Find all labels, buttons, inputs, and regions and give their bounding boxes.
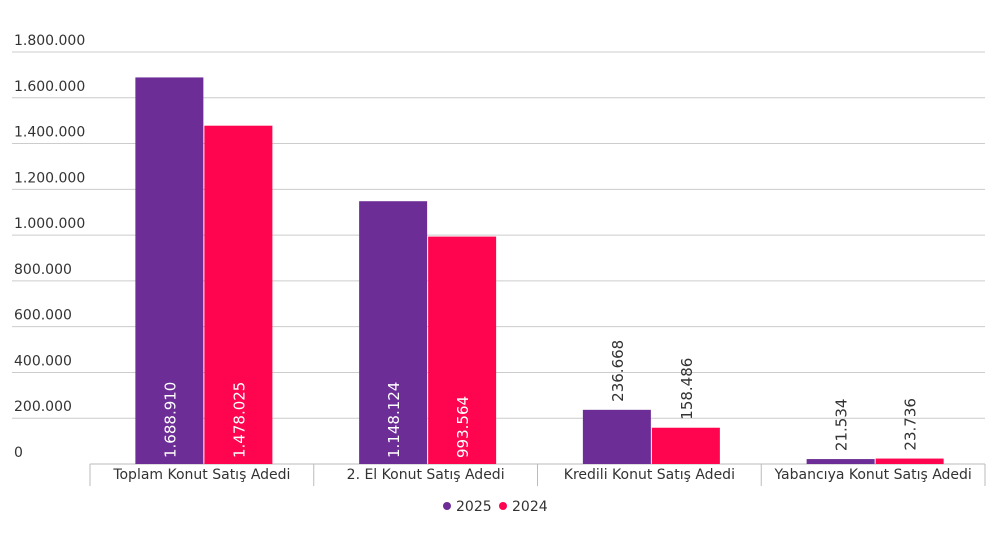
x-category-label: Kredili Konut Satış Adedi	[564, 467, 735, 483]
bar-2024	[428, 236, 497, 464]
legend-label: 2025	[456, 499, 492, 515]
data-label: 1.688.910	[161, 382, 179, 458]
y-tick-label: 200.000	[14, 399, 72, 415]
data-label: 23.736	[902, 398, 920, 451]
x-category-label: 2. El Konut Satış Adedi	[347, 467, 505, 483]
y-tick-label: 1.600.000	[14, 79, 85, 95]
data-label: 236.668	[609, 340, 627, 402]
data-label: 158.486	[678, 358, 696, 420]
y-tick-label: 1.400.000	[14, 125, 85, 141]
bar-2025	[582, 409, 651, 464]
bars: 1.688.910 1.478.025 1.148.124 993.564 236.66…	[135, 77, 944, 465]
y-tick-label: 0	[14, 445, 23, 461]
y-tick-label: 400.000	[14, 353, 72, 369]
bar-2025	[135, 77, 204, 464]
bar-2025	[806, 459, 875, 464]
bar-2024	[875, 458, 944, 464]
legend-label: 2024	[512, 499, 548, 515]
y-tick-label: 1.200.000	[14, 170, 85, 186]
y-tick-label: 1.800.000	[14, 33, 85, 49]
legend-marker-2024	[499, 502, 507, 510]
bar-2024	[204, 125, 273, 464]
data-label: 21.534	[833, 399, 851, 452]
data-label: 1.478.025	[230, 382, 248, 458]
legend-marker-2025	[443, 502, 451, 510]
x-category-label: Toplam Konut Satış Adedi	[112, 467, 290, 483]
data-label: 1.148.124	[385, 382, 403, 458]
y-tick-label: 600.000	[14, 308, 72, 324]
category-labels: Toplam Konut Satış Adedi 2. El Konut Satı…	[112, 467, 972, 483]
y-tick-label: 1.000.000	[14, 216, 85, 232]
y-tick-label: 800.000	[14, 262, 72, 278]
x-category-label: Yabancıya Konut Satış Adedi	[773, 467, 971, 483]
legend: 2025 2024	[443, 499, 548, 515]
bar-2024	[651, 427, 720, 464]
y-axis-ticks: 0 200.000 400.000 600.000 800.000 1.000.000 1.…	[14, 33, 85, 461]
bar-2025	[359, 201, 428, 465]
data-label: 993.564	[454, 396, 472, 458]
